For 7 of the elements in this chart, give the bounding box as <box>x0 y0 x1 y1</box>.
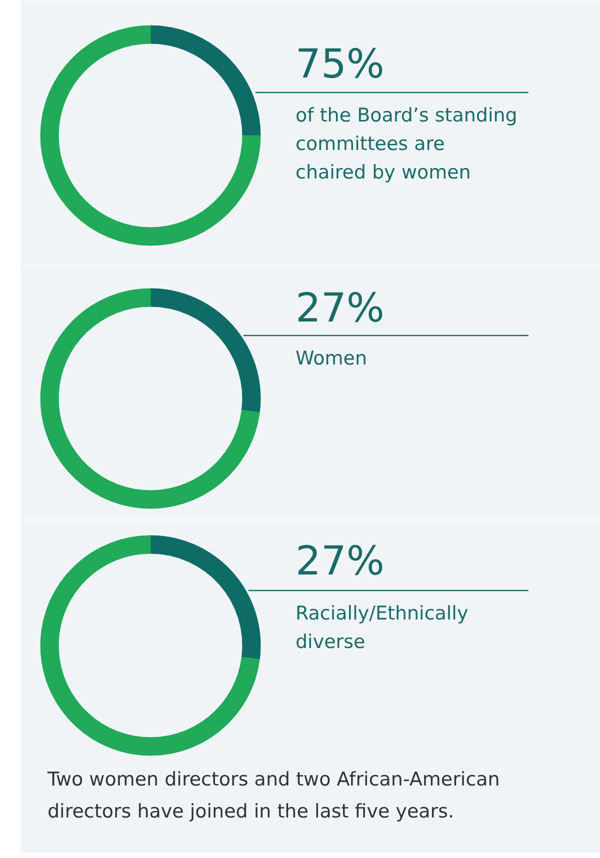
text: of the Board’s standing committees are chaired by women <box>296 104 518 184</box>
chart-title: 75% <box>296 42 384 88</box>
chart-title: 27% <box>296 286 384 332</box>
chart-title: 27% <box>296 538 384 584</box>
text: Racially/Ethnically diverse <box>296 602 468 654</box>
text: Women <box>296 348 368 370</box>
text: Two women directors and two African-American directors have joined in the last five years. <box>46 768 500 822</box>
